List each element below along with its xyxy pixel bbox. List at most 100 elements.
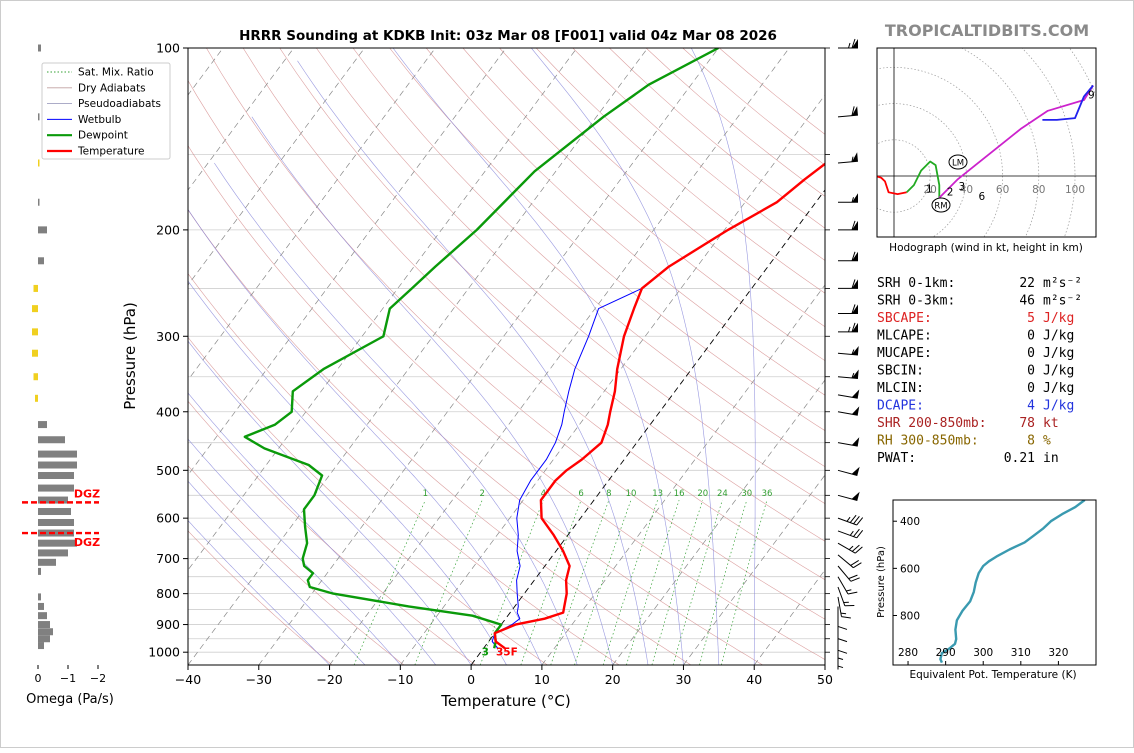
mixing-ratio-label: 36 [762, 489, 773, 499]
mixing-ratio-label: 2 [480, 489, 485, 499]
storm-motion-lm-label: LM [952, 159, 964, 169]
y-tick-label: 300 [156, 329, 180, 344]
theta-e-x-tick-label: 300 [973, 647, 993, 659]
hodograph-height-label: 6 [978, 191, 985, 203]
skewt-xlabel: Temperature (°C) [440, 692, 570, 710]
omega-bar [32, 305, 38, 312]
legend-label: Temperature [77, 146, 145, 158]
surface-dewpoint-label: 3 [482, 647, 489, 659]
y-tick-label: 1000 [148, 645, 180, 660]
omega-bar [38, 593, 41, 600]
mixing-ratio-label: 1 [423, 489, 428, 499]
mixing-ratio-label: 30 [741, 489, 752, 499]
chart-title: HRRR Sounding at KDKB Init: 03z Mar 08 [… [239, 28, 777, 44]
omega-bar [38, 421, 47, 428]
theta-e-x-tick-label: 280 [898, 647, 918, 659]
legend-label: Pseudoadiabats [78, 98, 161, 110]
index-unit: kt [1043, 416, 1059, 431]
omega-xlabel: Omega (Pa/s) [26, 692, 114, 707]
x-tick-label: 40 [746, 672, 762, 687]
index-unit: J/kg [1043, 399, 1074, 414]
omega-bar [34, 373, 39, 380]
index-label: PWAT: [877, 451, 916, 466]
hodograph-ring-label: 100 [1065, 184, 1085, 196]
index-unit: J/kg [1043, 364, 1074, 379]
index-value: 78 [1019, 416, 1035, 431]
index-label: SHR 200-850mb: [877, 416, 987, 431]
hodograph-title: Hodograph (wind in kt, height in km) [889, 242, 1083, 254]
watermark: TROPICALTIDBITS.COM [885, 21, 1089, 40]
omega-bar [38, 642, 44, 649]
index-value: 0 [1027, 364, 1035, 379]
index-value: 8 [1027, 434, 1035, 449]
omega-bar [32, 350, 38, 357]
omega-bar [38, 568, 41, 575]
x-tick-label: 0 [467, 672, 475, 687]
index-unit: in [1043, 451, 1059, 466]
y-tick-label: 700 [156, 551, 180, 566]
index-row: SHR 200-850mb: 78 kt [877, 416, 1059, 431]
omega-bar [38, 519, 74, 526]
theta-e-xlabel: Equivalent Pot. Temperature (K) [909, 669, 1076, 681]
x-tick-label: 20 [605, 672, 621, 687]
index-label: MUCAPE: [877, 346, 932, 361]
index-value: 0 [1027, 346, 1035, 361]
omega-bar [38, 603, 44, 610]
theta-e-y-tick-label: 400 [900, 516, 920, 528]
surface-temp-label: 35F [496, 647, 518, 659]
omega-bar [32, 328, 38, 335]
x-tick-label: −40 [175, 672, 201, 687]
omega-bar [38, 257, 44, 264]
theta-e-x-tick-label: 290 [936, 647, 956, 659]
omega-x-tick-label: −2 [90, 672, 106, 685]
x-tick-label: 10 [534, 672, 550, 687]
legend-label: Wetbulb [78, 114, 122, 126]
omega-bar [38, 451, 77, 458]
index-unit: J/kg [1043, 329, 1074, 344]
omega-bar [38, 621, 50, 628]
index-label: DCAPE: [877, 399, 924, 414]
x-tick-label: 50 [817, 672, 833, 687]
omega-bar [38, 472, 74, 479]
index-label: MLCIN: [877, 381, 924, 396]
x-tick-label: 30 [675, 672, 691, 687]
omega-bar [38, 549, 68, 556]
index-value: 0 [1027, 381, 1035, 396]
theta-e-ylabel: Pressure (hPa) [876, 546, 887, 618]
y-tick-label: 900 [156, 617, 180, 632]
omega-bar [38, 199, 40, 206]
y-tick-label: 100 [156, 41, 180, 56]
x-tick-label: −30 [246, 672, 272, 687]
omega-bar [38, 159, 40, 166]
omega-bar [38, 45, 41, 52]
mixing-ratio-label: 8 [606, 489, 611, 499]
x-tick-label: −10 [387, 672, 413, 687]
index-unit: m²s⁻² [1043, 294, 1082, 309]
theta-e-x-tick-label: 320 [1048, 647, 1068, 659]
dgz-label: DGZ [74, 487, 100, 500]
theta-e-y-tick-label: 600 [900, 563, 920, 575]
legend-label: Dewpoint [78, 130, 128, 142]
legend-label: Sat. Mix. Ratio [78, 67, 154, 79]
index-label: SBCIN: [877, 364, 924, 379]
theta-e-y-tick-label: 800 [900, 611, 920, 623]
index-unit: m²s⁻² [1043, 276, 1082, 291]
omega-bar [38, 559, 56, 566]
mixing-ratio-label: 16 [674, 489, 685, 499]
omega-bar [38, 113, 40, 120]
mixing-ratio-label: 10 [626, 489, 637, 499]
index-unit: J/kg [1043, 381, 1074, 396]
index-value: 46 [1019, 294, 1035, 309]
hodograph-ring-label: 60 [996, 184, 1009, 196]
y-tick-label: 600 [156, 511, 180, 526]
index-unit: J/kg [1043, 311, 1074, 326]
omega-bar [38, 436, 65, 443]
index-label: MLCAPE: [877, 329, 932, 344]
omega-bar [38, 540, 77, 547]
index-label: RH 300-850mb: [877, 434, 979, 449]
omega-bar [38, 485, 74, 492]
x-tick-label: −20 [316, 672, 342, 687]
index-value: 22 [1019, 276, 1035, 291]
